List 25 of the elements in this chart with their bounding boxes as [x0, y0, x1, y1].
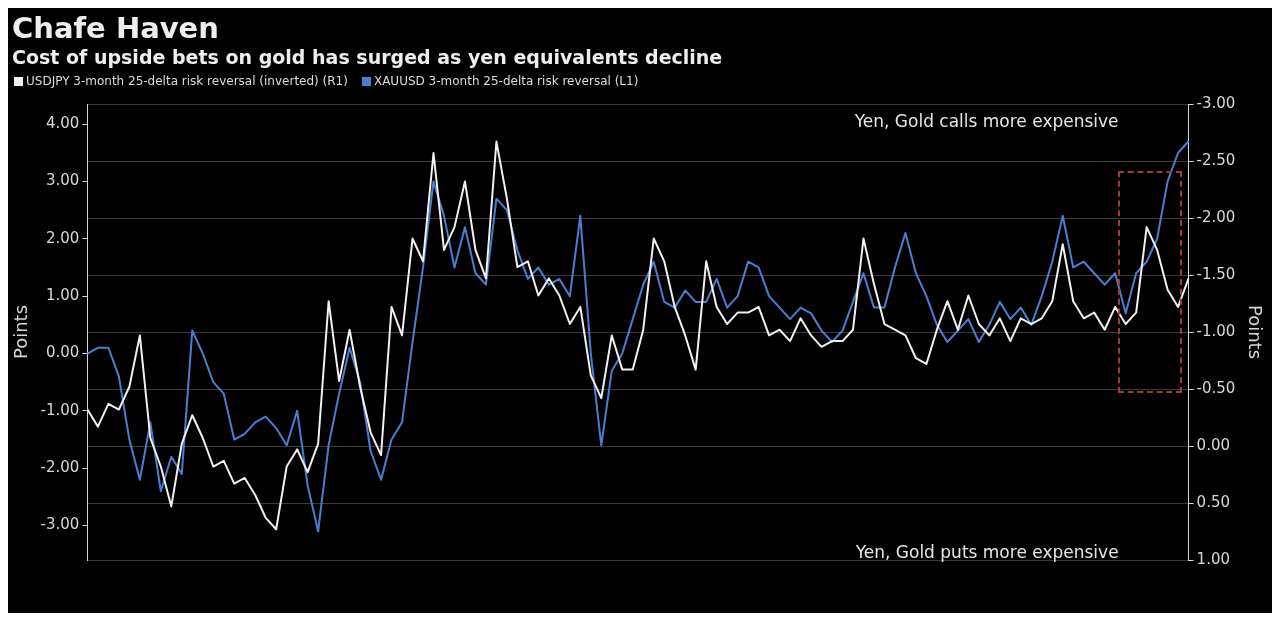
chart-subtitle: Cost of upside bets on gold has surged as yen equivalents decline: [11, 45, 724, 70]
y-tick-label: 2.00: [46, 228, 80, 247]
chart-title: Chafe Haven: [11, 10, 220, 45]
y-axis-title: Points: [10, 304, 32, 360]
y-tick-label: 1.00: [46, 286, 80, 305]
y2-tick-label: -0.50: [1196, 378, 1236, 397]
y2-tick-label: -2.00: [1196, 207, 1236, 226]
legend-label: XAUUSD 3-month 25-delta risk reversal (L1): [373, 74, 639, 88]
y2-tick-label: 0.50: [1196, 492, 1230, 511]
y-tick-label: 4.00: [46, 113, 80, 132]
y2-tick-label: 1.00: [1196, 549, 1230, 568]
y-tick-label: 0.00: [46, 343, 80, 362]
y-tick-label: -3.00: [40, 515, 80, 534]
annotation: Yen, Gold puts more expensive: [854, 541, 1119, 562]
y2-tick-label: 0.00: [1196, 435, 1230, 454]
y2-tick-label: -1.00: [1196, 321, 1236, 340]
y2-axis-title: Points: [1244, 304, 1266, 360]
y-tick-label: 3.00: [46, 171, 80, 190]
y-tick-label: -1.00: [40, 400, 80, 419]
y2-tick-label: -2.50: [1196, 150, 1236, 169]
y2-tick-label: -1.50: [1196, 264, 1236, 283]
annotation: Yen, Gold calls more expensive: [853, 110, 1119, 131]
legend-label: USDJPY 3-month 25-delta risk reversal (inverted) (R1): [26, 74, 348, 88]
y-tick-label: -2.00: [40, 458, 80, 477]
y2-tick-label: -3.00: [1196, 93, 1236, 112]
